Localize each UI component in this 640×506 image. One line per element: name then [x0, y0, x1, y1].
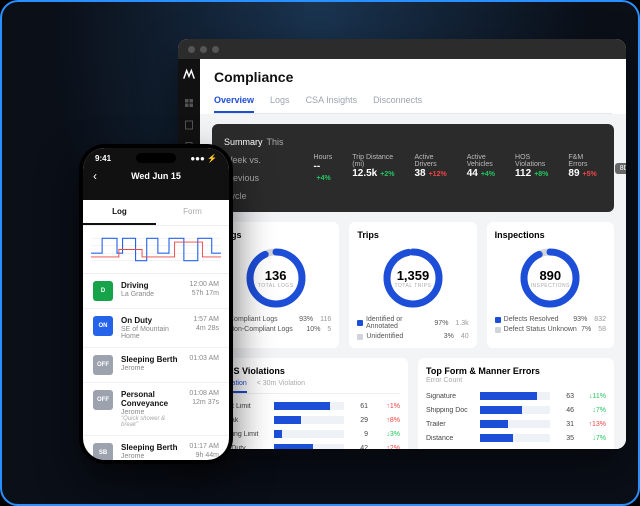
home-icon[interactable] [183, 97, 195, 109]
bar-row: Distance35↓7% [426, 434, 606, 442]
fm-title: Top Form & Manner Errors [426, 366, 606, 376]
fm-panel: Top Form & Manner Errors Error Count Sig… [418, 358, 614, 449]
tab-csa-insights[interactable]: CSA Insights [306, 95, 358, 113]
log-item[interactable]: SB Sleeping BerthJerome 01:17 AM9h 44m [83, 436, 229, 460]
log-list: D DrivingLa Grande 12:00 AM57h 17mON On … [83, 274, 229, 460]
card-trips: Trips 1,359TOTAL TRIPS Identified or Ann… [349, 222, 476, 348]
phone-topbar: 9:41 ●●● ⚡ ‹ Wed Jun 15 [83, 148, 229, 200]
log-chart [83, 226, 229, 274]
status-time: 9:41 [95, 154, 111, 163]
summary-bar: SummaryThis Week vs. Previous Cycle Hour… [212, 124, 614, 212]
phone-screen: 9:41 ●●● ⚡ ‹ Wed Jun 15 LogForm [83, 148, 229, 460]
log-item[interactable]: OFF Personal ConveyanceJerome"Quick show… [83, 383, 229, 436]
outer-frame: Compliance Overview Logs CSA Insights Disco… [0, 0, 640, 506]
hos-title: HOS Violations [220, 366, 400, 376]
page-header: Compliance Overview Logs CSA Insights Disco… [200, 59, 626, 114]
range-picker: 8D16D32D64D [615, 163, 626, 174]
metric-fmerrors: F&M Errors89+5% [568, 154, 596, 183]
phone-date: Wed Jun 15 [131, 171, 181, 181]
phone-device: 9:41 ●●● ⚡ ‹ Wed Jun 15 LogForm [79, 144, 233, 464]
hos-subtabs: Violation< 30m Violation [220, 380, 400, 394]
log-item[interactable]: ON On DutySE of Mountain Home 1:57 AM4m … [83, 309, 229, 348]
hos-tab-1[interactable]: < 30m Violation [257, 380, 305, 393]
bar-row: Shift Limit61↑1% [220, 402, 400, 410]
phone-tab-form[interactable]: Form [156, 200, 229, 225]
range-8D[interactable]: 8D [615, 163, 626, 174]
tab-logs[interactable]: Logs [270, 95, 290, 113]
dynamic-island [136, 153, 176, 163]
metric-tripdistancemi: Trip Distance (mi)12.5k+2% [352, 154, 394, 183]
metric-activevehicles: Active Vehicles44+4% [467, 154, 495, 183]
log-item[interactable]: OFF Sleeping BerthJerome 01:03 AM [83, 348, 229, 383]
bar-row: Signature63↓11% [426, 392, 606, 400]
tab-disconnects[interactable]: Disconnects [373, 95, 422, 113]
metric-activedrivers: Active Drivers38+12% [414, 154, 446, 183]
bar-row: Shipping Doc46↓7% [426, 406, 606, 414]
desktop-window: Compliance Overview Logs CSA Insights Disco… [178, 39, 626, 449]
summary-metrics: Hours--+4% Trip Distance (mi)12.5k+2% Acti… [314, 154, 597, 183]
summary-label: Summary [224, 137, 263, 147]
bar-row: Trailer31↑13% [426, 420, 606, 428]
tab-overview[interactable]: Overview [214, 95, 254, 113]
metric-hours: Hours--+4% [314, 154, 333, 183]
page-title: Compliance [214, 69, 612, 85]
brand-logo-icon [182, 67, 196, 81]
card-inspections: Inspections 890INSPECTIONS Defects Resol… [487, 222, 614, 348]
kpi-cards: Logs 136TOTAL LOGS Compliant Logs93%116N… [200, 222, 626, 348]
bar-row: On Duty42↑2% [220, 444, 400, 449]
status-icons: ●●● ⚡ [190, 154, 217, 163]
fm-rows: Signature63↓11% Shipping Doc46↓7% Trailer3… [426, 392, 606, 442]
hos-panel: HOS Violations Violation< 30m Violation … [212, 358, 408, 449]
main-tabs: Overview Logs CSA Insights Disconnects [214, 95, 612, 114]
book-icon[interactable] [183, 119, 195, 131]
phone-tab-log[interactable]: Log [83, 200, 156, 225]
metric-hosviolations: HOS Violations112+8% [515, 154, 548, 183]
hos-rows: Shift Limit61↑1% Break29↑8% Driving Limit9… [220, 402, 400, 449]
log-item[interactable]: D DrivingLa Grande 12:00 AM57h 17m [83, 274, 229, 309]
back-icon[interactable]: ‹ [93, 169, 97, 183]
fm-sub: Error Count [426, 377, 606, 384]
phone-tabs: LogForm [83, 200, 229, 226]
lower-panels: HOS Violations Violation< 30m Violation … [200, 348, 626, 449]
bar-row: Driving Limit9↓3% [220, 430, 400, 438]
main-content: Compliance Overview Logs CSA Insights Disco… [200, 59, 626, 449]
bar-row: Break29↑8% [220, 416, 400, 424]
window-chrome [178, 39, 626, 59]
